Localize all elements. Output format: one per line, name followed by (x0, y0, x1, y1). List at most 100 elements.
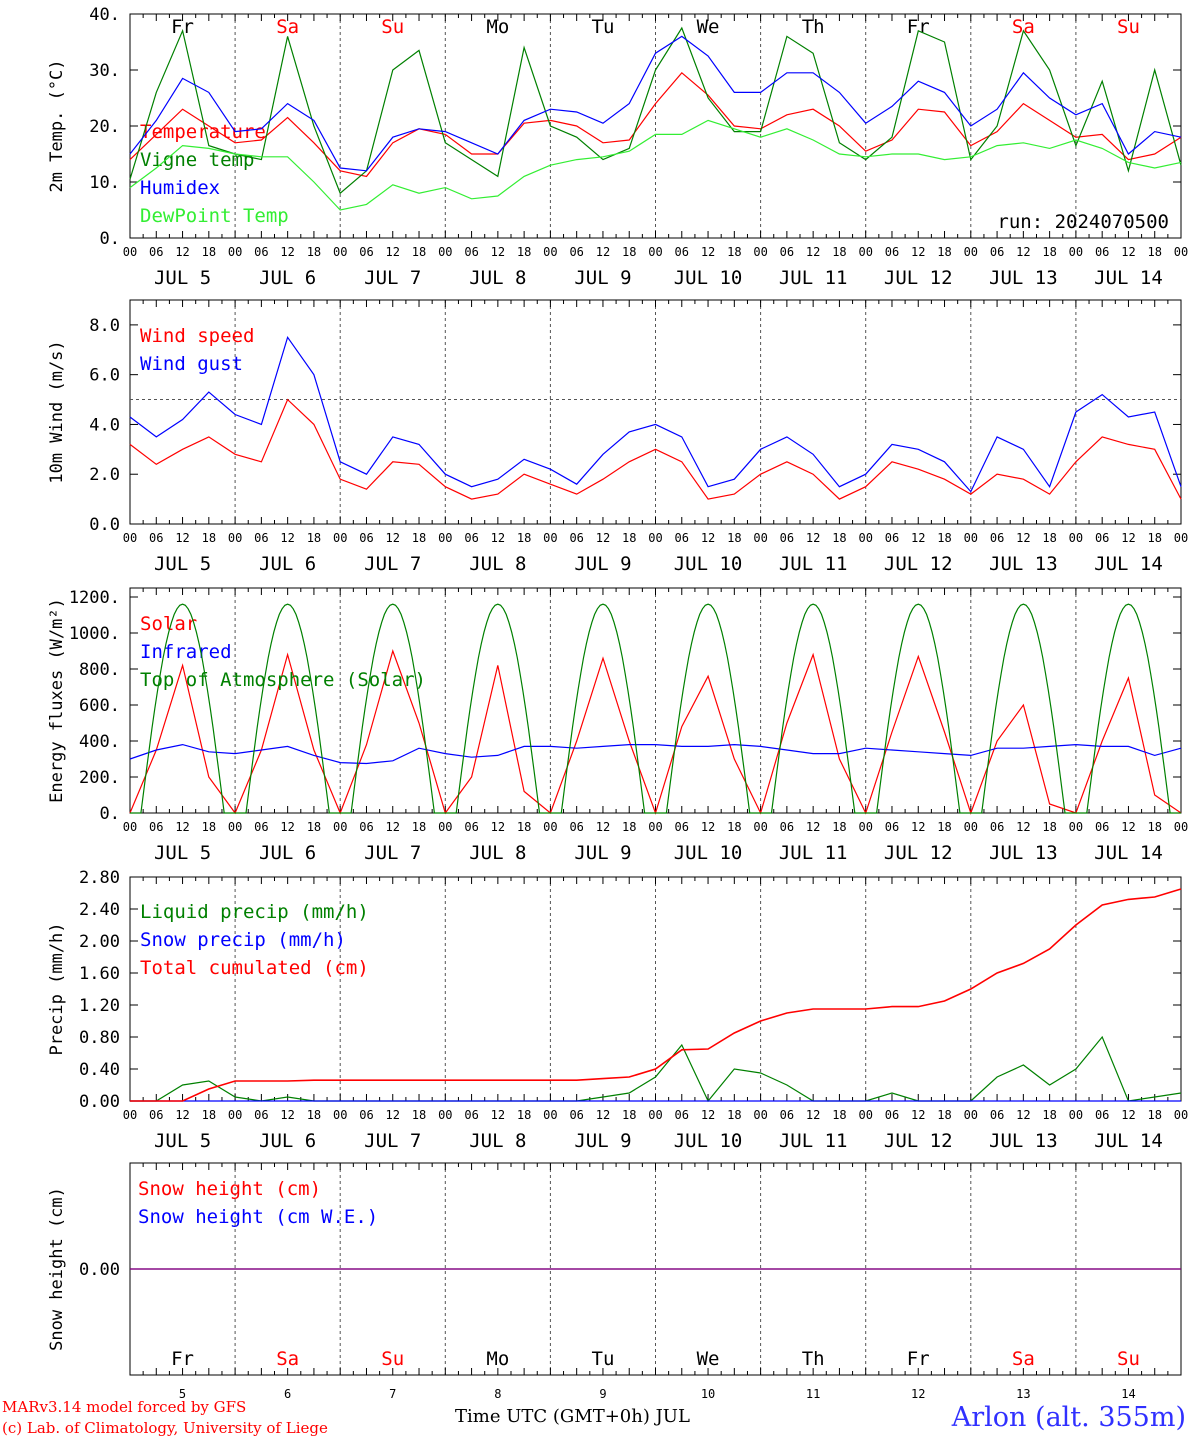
y-tick-label: 0. (100, 804, 120, 824)
date-label: JUL 13 (989, 842, 1058, 864)
hour-tick-label: 00 (964, 531, 978, 545)
hour-tick-label: 12 (1121, 245, 1135, 259)
y-tick-label: 2.0 (89, 465, 120, 485)
date-label: JUL 10 (674, 267, 743, 289)
day-of-week-label: Sa (1012, 16, 1035, 38)
y-tick-label: 1.20 (79, 996, 120, 1016)
temp-series-3 (129, 119, 1182, 211)
day-of-week-label: Th (802, 16, 825, 38)
day-of-week-label: Mo (486, 1348, 509, 1370)
day-number-label: 12 (911, 1387, 925, 1401)
day-of-week-label: Sa (1012, 1348, 1035, 1370)
legend-entry: Snow height (cm W.E.) (138, 1206, 378, 1228)
temp-series-0 (129, 71, 1182, 178)
temp-series-1 (129, 26, 1182, 195)
y-tick-label: 0.00 (79, 1092, 120, 1112)
hour-tick-label: 18 (517, 531, 531, 545)
hour-tick-label: 00 (648, 1108, 662, 1122)
y-tick-label: 20. (89, 117, 120, 137)
y-tick-label: 4.0 (89, 415, 120, 435)
hour-tick-label: 06 (780, 820, 794, 834)
day-of-week-label: Su (1117, 1348, 1140, 1370)
hour-tick-label: 06 (990, 1108, 1004, 1122)
hour-tick-label: 06 (254, 531, 268, 545)
hour-tick-label: 18 (1042, 820, 1056, 834)
hour-tick-label: 12 (491, 1108, 505, 1122)
date-label: JUL 7 (364, 1130, 421, 1152)
legend-entry: Liquid precip (mm/h) (140, 901, 369, 923)
hour-tick-label: 18 (517, 1108, 531, 1122)
hour-tick-label: 12 (1016, 1108, 1030, 1122)
hour-tick-label: 06 (990, 531, 1004, 545)
hour-tick-label: 00 (123, 531, 137, 545)
hour-tick-label: 00 (753, 1108, 767, 1122)
hour-tick-label: 18 (1147, 820, 1161, 834)
hour-tick-label: 00 (333, 531, 347, 545)
hour-tick-label: 12 (1016, 820, 1030, 834)
wind-series-0 (129, 398, 1182, 500)
hour-tick-label: 06 (359, 245, 373, 259)
hour-tick-label: 12 (911, 245, 925, 259)
hour-tick-label: 00 (438, 531, 452, 545)
hour-tick-label: 00 (438, 1108, 452, 1122)
legend-entry: Total cumulated (cm) (140, 957, 369, 979)
date-label: JUL 8 (469, 267, 526, 289)
hour-tick-label: 12 (280, 245, 294, 259)
run-label: run: 2024070500 (997, 211, 1169, 233)
hour-tick-label: 12 (386, 245, 400, 259)
hour-tick-label: 12 (280, 1108, 294, 1122)
date-label: JUL 13 (989, 267, 1058, 289)
hour-tick-label: 18 (307, 531, 321, 545)
hour-tick-label: 00 (858, 245, 872, 259)
hour-tick-label: 18 (1147, 245, 1161, 259)
y-tick-label: 800. (79, 660, 120, 680)
legend-entry: Wind speed (140, 325, 254, 347)
date-label: JUL 12 (884, 267, 953, 289)
wind-panel: 0.0 2.0 4.0 6.0 8.0 10m Wind (m/s) 00 06 12 18 JUL… (47, 299, 1188, 575)
day-of-week-label: Fr (907, 1348, 930, 1370)
hour-tick-label: 00 (1174, 245, 1188, 259)
hour-tick-label: 00 (123, 820, 137, 834)
hour-tick-label: 00 (543, 1108, 557, 1122)
hour-tick-label: 18 (412, 245, 426, 259)
hour-tick-label: 06 (1095, 245, 1109, 259)
legend-entry: Vigne temp (140, 149, 254, 171)
x-axis-title: Time UTC (GMT+0h) JUL (455, 1406, 690, 1427)
y-tick-label: 0.0 (89, 515, 120, 535)
hour-tick-label: 12 (386, 820, 400, 834)
hour-tick-label: 12 (386, 1108, 400, 1122)
hour-tick-label: 00 (858, 1108, 872, 1122)
hour-tick-label: 18 (517, 820, 531, 834)
legend-entry: Temperature (140, 121, 266, 143)
hour-tick-label: 00 (753, 531, 767, 545)
hour-tick-label: 12 (806, 820, 820, 834)
hour-tick-label: 00 (1069, 531, 1083, 545)
hour-tick-label: 12 (175, 531, 189, 545)
y-tick-label: 2.80 (79, 868, 120, 888)
date-label: JUL 6 (259, 267, 316, 289)
legend-entry: Solar (140, 613, 197, 635)
energy-series-1 (129, 743, 1182, 765)
hour-tick-label: 06 (675, 820, 689, 834)
wind-y-axis-label: 10m Wind (m/s) (47, 340, 67, 483)
day-of-week-label: Fr (907, 16, 930, 38)
hour-tick-label: 00 (438, 245, 452, 259)
hour-tick-label: 00 (648, 820, 662, 834)
date-label: JUL 12 (884, 553, 953, 575)
hour-tick-label: 18 (412, 531, 426, 545)
y-tick-label: 6.0 (89, 366, 120, 386)
hour-tick-label: 18 (937, 820, 951, 834)
energy-series-2 (130, 603, 1181, 814)
hour-tick-label: 06 (254, 245, 268, 259)
hour-tick-label: 00 (964, 245, 978, 259)
hour-tick-label: 12 (1121, 1108, 1135, 1122)
legend-entry: Humidex (140, 177, 220, 199)
precip-series-2 (130, 888, 1182, 1102)
day-of-week-label: Fr (171, 1348, 194, 1370)
hour-tick-label: 00 (1174, 1108, 1188, 1122)
snow-panel: 0.00 Snow height (cm) Fr 5 Sa 6 Su 7 Mo 8 Tu 9 We 10 T… (47, 1162, 1182, 1401)
energy-y-axis-label: Energy fluxes (W/m²) (47, 598, 67, 803)
date-label: JUL 11 (779, 553, 848, 575)
legend-entry: Snow precip (mm/h) (140, 929, 346, 951)
hour-tick-label: 06 (885, 1108, 899, 1122)
